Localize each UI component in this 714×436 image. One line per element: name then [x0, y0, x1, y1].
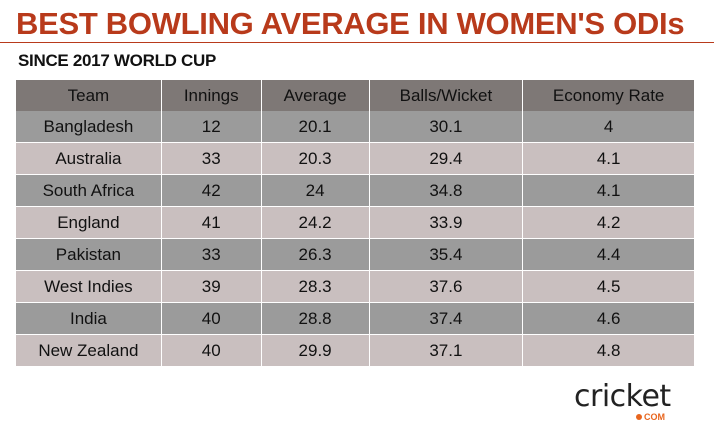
cell-team: Pakistan	[15, 238, 162, 271]
cell-economy-rate: 4	[522, 111, 695, 143]
cell-innings: 39	[160, 270, 262, 303]
cell-balls-per-wicket: 30.1	[368, 111, 524, 143]
header-average: Average	[260, 80, 370, 111]
table-row: India 40 28.8 37.4 4.6	[15, 302, 695, 335]
header-balls-per-wicket: Balls/Wicket	[368, 80, 524, 111]
logo-wordmark: cricket	[574, 379, 671, 414]
cell-economy-rate: 4.8	[522, 334, 695, 366]
cell-balls-per-wicket: 29.4	[368, 142, 524, 175]
cell-economy-rate: 4.4	[522, 238, 695, 271]
header-economy-rate: Economy Rate	[522, 80, 695, 111]
subtitle: SINCE 2017 WORLD CUP	[18, 51, 217, 70]
cell-team: Bangladesh	[15, 111, 162, 143]
table-header-row: Team Innings Average Balls/Wicket Econom…	[15, 80, 695, 111]
table-row: Pakistan 33 26.3 35.4 4.4	[15, 238, 695, 271]
cell-team: South Africa	[15, 174, 162, 207]
cell-average: 26.3	[260, 238, 370, 271]
cell-innings: 12	[160, 111, 262, 143]
cell-balls-per-wicket: 35.4	[368, 238, 524, 271]
cell-average: 28.3	[260, 270, 370, 303]
cell-team: England	[15, 206, 162, 239]
cell-innings: 40	[160, 334, 262, 366]
page-title: BEST BOWLING AVERAGE IN WOMEN'S ODIs	[16, 6, 685, 41]
cell-innings: 41	[160, 206, 262, 239]
cell-economy-rate: 4.5	[522, 270, 695, 303]
cell-average: 29.9	[260, 334, 370, 366]
cell-team: Australia	[15, 142, 162, 175]
header-innings: Innings	[160, 80, 262, 111]
cell-team: West Indies	[15, 270, 162, 303]
table-row: New Zealand 40 29.9 37.1 4.8	[15, 334, 695, 366]
cell-economy-rate: 4.1	[522, 142, 695, 175]
cell-average: 28.8	[260, 302, 370, 335]
cricket-com-logo: cricket COM	[574, 379, 694, 423]
cell-economy-rate: 4.2	[522, 206, 695, 239]
cell-average: 20.3	[260, 142, 370, 175]
cell-average: 24	[260, 174, 370, 207]
table-row: West Indies 39 28.3 37.6 4.5	[15, 270, 695, 303]
cell-economy-rate: 4.1	[522, 174, 695, 207]
table-row: England 41 24.2 33.9 4.2	[15, 206, 695, 239]
cell-balls-per-wicket: 33.9	[368, 206, 524, 239]
dot-icon	[636, 414, 642, 420]
cell-innings: 33	[160, 238, 262, 271]
bowling-average-table: Team Innings Average Balls/Wicket Econom…	[15, 80, 695, 366]
logo-suffix: COM	[636, 412, 665, 422]
cell-innings: 40	[160, 302, 262, 335]
table-row: Australia 33 20.3 29.4 4.1	[15, 142, 695, 175]
cell-team: India	[15, 302, 162, 335]
cell-average: 20.1	[260, 111, 370, 143]
cell-team: New Zealand	[15, 334, 162, 366]
header-team: Team	[15, 80, 162, 111]
cell-average: 24.2	[260, 206, 370, 239]
table-row: Bangladesh 12 20.1 30.1 4	[15, 111, 695, 143]
logo-suffix-text: COM	[644, 412, 665, 422]
cell-economy-rate: 4.6	[522, 302, 695, 335]
cell-balls-per-wicket: 34.8	[368, 174, 524, 207]
cell-innings: 33	[160, 142, 262, 175]
cell-balls-per-wicket: 37.1	[368, 334, 524, 366]
cell-balls-per-wicket: 37.4	[368, 302, 524, 335]
cell-balls-per-wicket: 37.6	[368, 270, 524, 303]
cell-innings: 42	[160, 174, 262, 207]
table-row: South Africa 42 24 34.8 4.1	[15, 174, 695, 207]
title-divider	[0, 42, 714, 43]
